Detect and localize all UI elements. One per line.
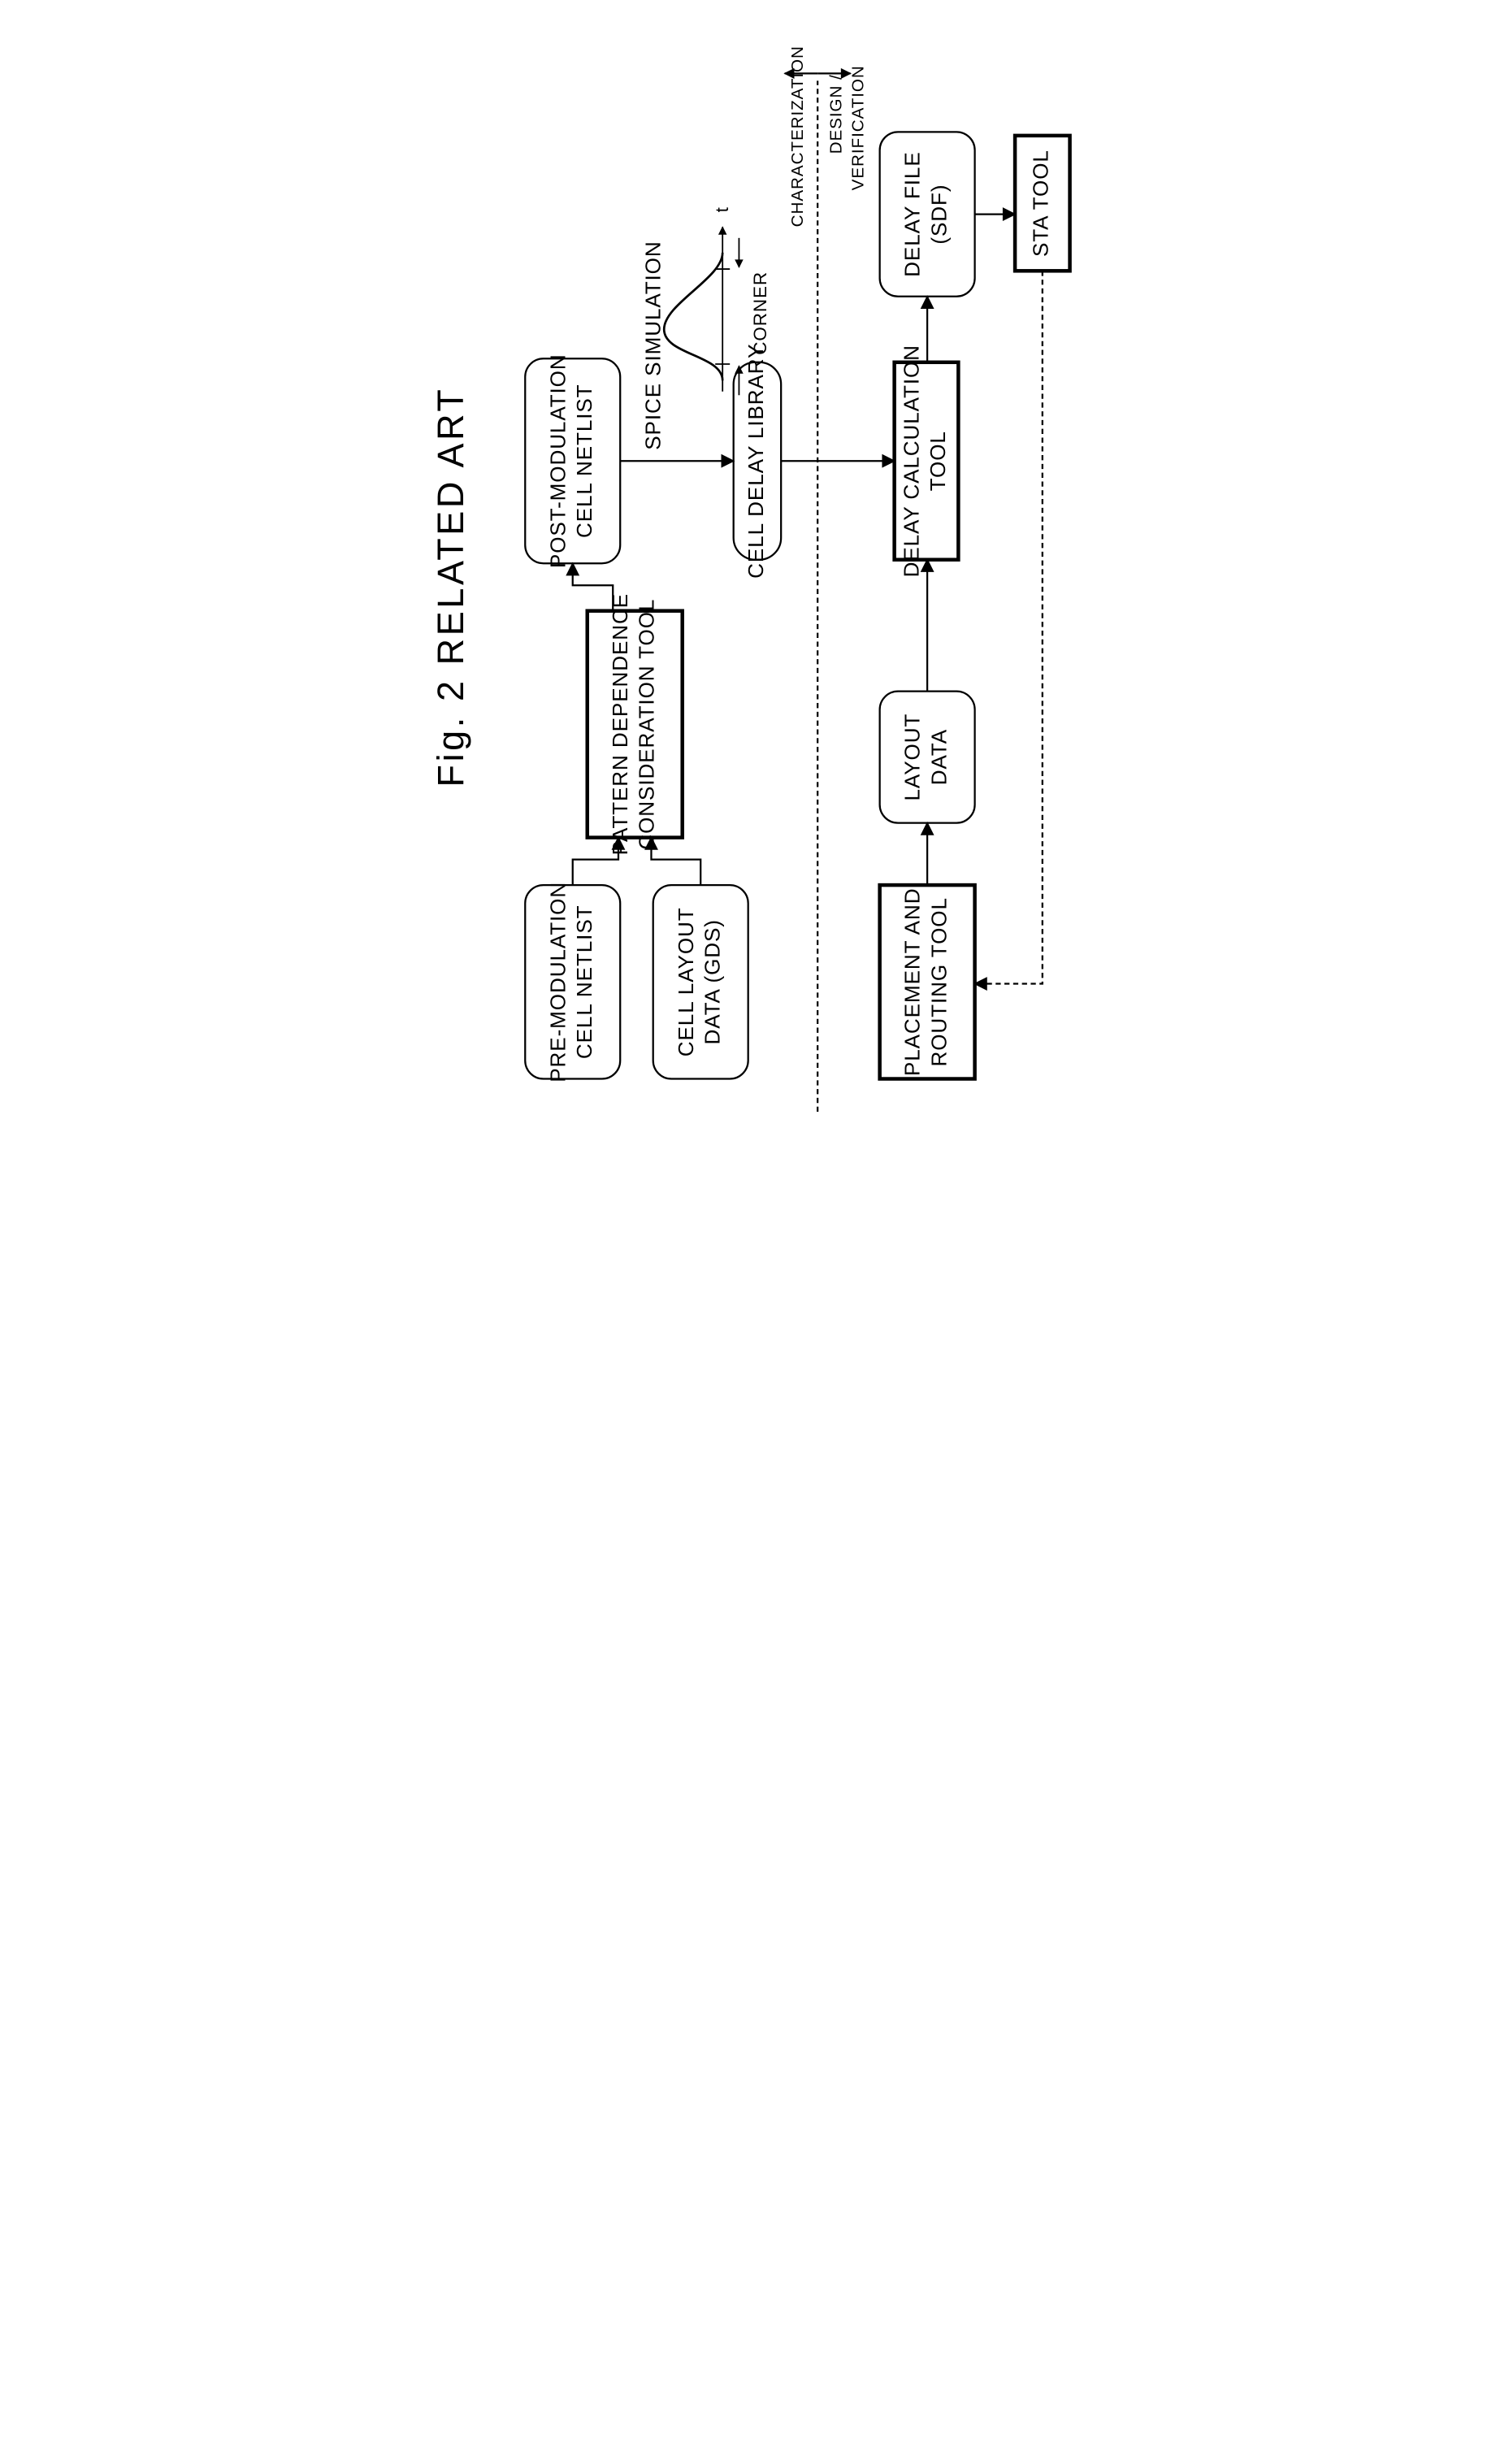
node-post_mod-line-1: CELL NETLIST xyxy=(571,384,596,538)
node-post_mod-line-0: POST-MODULATION xyxy=(545,354,570,568)
label-design: DESIGN / xyxy=(826,74,845,154)
node-layout_data-line-0: LAYOUT xyxy=(900,714,924,801)
label-t-axis: t xyxy=(711,206,731,212)
node-cell_delay_lib-line-0: CELL DELAY LIBRARY xyxy=(743,344,767,579)
flowchart-diagram: Fig. 2 RELATED ARTPRE-MODULATIONCELL NET… xyxy=(415,33,1095,1141)
figure-title: Fig. 2 RELATED ART xyxy=(429,387,470,787)
edge-sta-to-place xyxy=(974,271,1042,983)
node-pre_mod-line-1: CELL NETLIST xyxy=(571,905,596,1060)
node-pattern_dep-line-0: PATTERN DEPENDENCE xyxy=(607,593,631,855)
label-verification: VERIFICATION xyxy=(848,65,867,190)
node-delay_file-line-1: (SDF) xyxy=(926,184,951,245)
node-delay_calc-line-1: TOOL xyxy=(926,431,950,491)
node-sta_tool-line-0: STA TOOL xyxy=(1028,150,1052,257)
node-delay_calc-line-0: DELAY CALCULATION xyxy=(899,345,923,577)
node-pre_mod: PRE-MODULATIONCELL NETLIST xyxy=(525,882,620,1082)
node-cell_layout_gds-line-1: DATA (GDS) xyxy=(700,919,724,1044)
label-characterization: CHARACTERIZATION xyxy=(788,46,807,227)
node-place_route: PLACEMENT ANDROUTING TOOL xyxy=(879,885,974,1078)
node-pre_mod-line-0: PRE-MODULATION xyxy=(545,882,570,1082)
bell-curve xyxy=(664,253,722,380)
node-place_route-line-1: ROUTING TOOL xyxy=(926,897,951,1066)
node-sta_tool: STA TOOL xyxy=(1015,136,1069,271)
node-pattern_dep-line-1: CONSIDERATION TOOL xyxy=(634,599,658,850)
node-cell_delay_lib: CELL DELAY LIBRARY xyxy=(733,344,780,579)
node-delay_file-line-0: DELAY FILE xyxy=(900,151,924,276)
edge-gds-to-pattern xyxy=(651,838,700,885)
node-delay_file: DELAY FILE(SDF) xyxy=(879,132,974,296)
node-layout_data: LAYOUTDATA xyxy=(879,692,974,823)
node-place_route-line-0: PLACEMENT AND xyxy=(900,888,924,1077)
edge-pattern-to-post xyxy=(572,563,612,610)
label-corner: CORNER xyxy=(750,271,770,355)
label-spice-simulation: SPICE SIMULATION xyxy=(640,241,665,449)
node-post_mod: POST-MODULATIONCELL NETLIST xyxy=(525,354,620,568)
node-layout_data-line-1: DATA xyxy=(926,729,951,785)
node-pattern_dep: PATTERN DEPENDENCECONSIDERATION TOOL xyxy=(587,593,682,855)
node-cell_layout_gds: CELL LAYOUTDATA (GDS) xyxy=(653,885,748,1078)
node-delay_calc: DELAY CALCULATIONTOOL xyxy=(894,345,958,577)
node-cell_layout_gds-line-0: CELL LAYOUT xyxy=(673,907,697,1056)
